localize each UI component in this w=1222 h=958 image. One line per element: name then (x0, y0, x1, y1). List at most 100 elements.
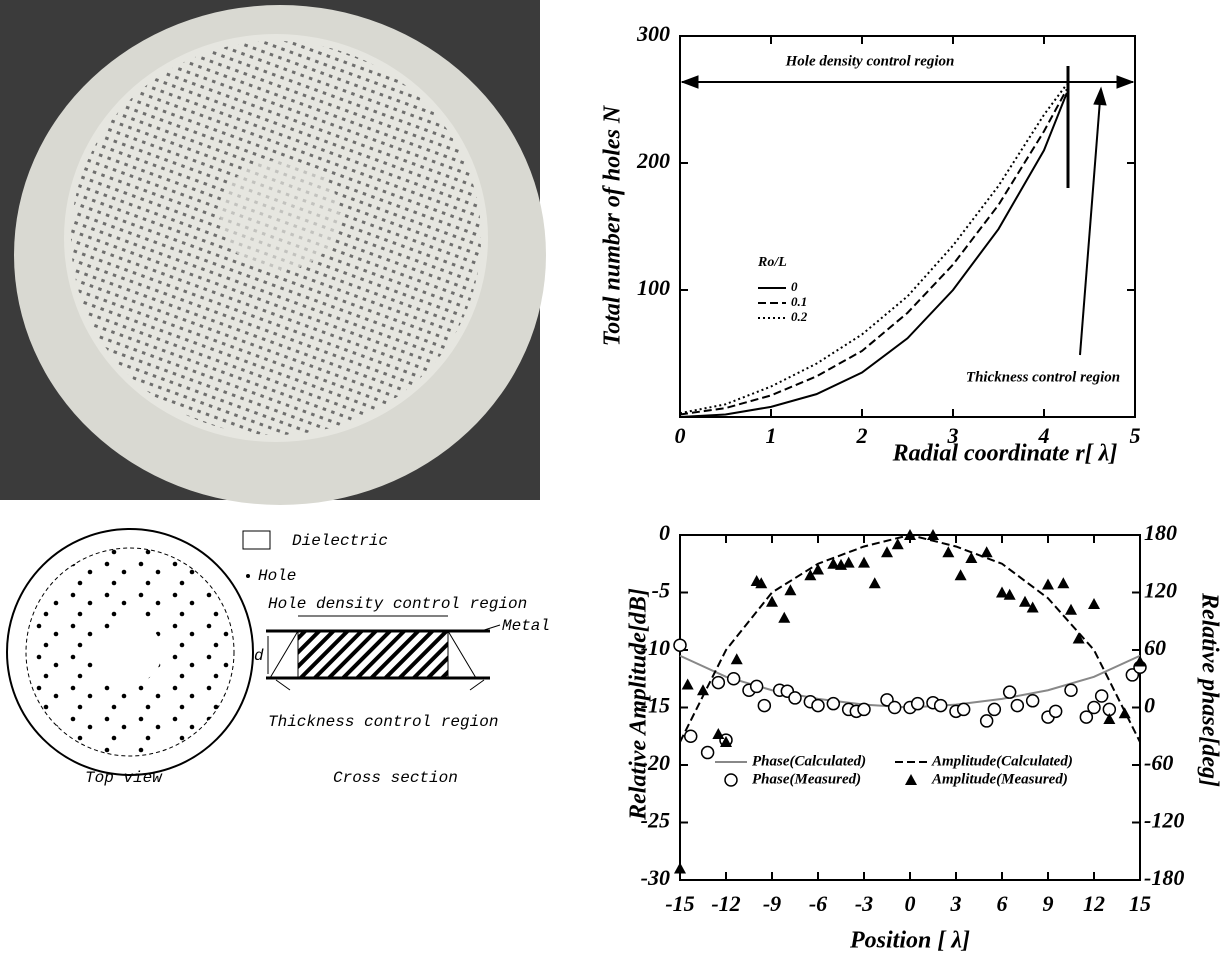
data-point (812, 563, 824, 575)
x-tick-label: -9 (763, 891, 781, 916)
data-point (842, 556, 855, 568)
cross-section-label: Cross section (333, 769, 458, 787)
x-tick-label: 12 (1083, 891, 1105, 916)
data-point (1042, 578, 1054, 590)
legend-hole: Hole (258, 567, 296, 585)
data-point (826, 696, 841, 711)
data-point (811, 698, 825, 713)
data-point (1025, 694, 1040, 708)
data-point (1094, 689, 1109, 703)
y-tick-label: -25 (641, 808, 670, 833)
data-point (1010, 698, 1025, 713)
data-point (954, 569, 967, 581)
y2-axis-title: Relative phase[deg] (1196, 592, 1222, 787)
y2-tick-label: -120 (1144, 808, 1184, 833)
y-tick-label: 200 (636, 148, 670, 173)
legend-marker (724, 773, 738, 787)
y-axis-title: Relative Amplitude[dB] (626, 588, 652, 821)
x-tick-label: -3 (855, 891, 873, 916)
data-point (1079, 710, 1094, 724)
data-point (697, 684, 709, 696)
x-axis-title: Position [ λ] (849, 928, 970, 954)
plot-frame (679, 35, 1136, 418)
data-point (910, 696, 925, 711)
data-point (942, 546, 955, 558)
x-axis-title: Radial coordinate r[ λ] (892, 441, 1118, 467)
data-point (987, 702, 1002, 717)
data-point (996, 586, 1008, 598)
data-point (956, 702, 971, 717)
data-point (711, 675, 726, 690)
data-point (749, 679, 764, 694)
x-tick-label: -15 (665, 891, 694, 916)
y-tick-label: 0 (659, 520, 670, 545)
y-tick-label: -20 (641, 750, 670, 775)
data-point (1064, 683, 1078, 697)
annotation: Thickness control region (966, 369, 1120, 385)
data-point (1118, 707, 1131, 719)
data-point (1019, 595, 1031, 607)
data-line (679, 83, 1068, 415)
annotation-arrows (680, 66, 1135, 356)
data-point (979, 714, 994, 728)
data-point (980, 546, 993, 558)
data-point (681, 678, 694, 690)
annotation: Hole density control region (785, 53, 955, 69)
y-tick-label: -10 (641, 635, 670, 660)
y2-tick-label: 120 (1144, 578, 1177, 603)
y-tick-label: 300 (636, 21, 670, 46)
diagram: Dielectric Hole Hole density control reg… (6, 528, 550, 787)
data-point (1002, 685, 1017, 699)
legend-label: Phase(Measured) (752, 771, 861, 787)
data-point (712, 727, 725, 739)
data-point (1048, 704, 1063, 719)
data-point (1003, 588, 1016, 600)
data-point (700, 745, 715, 760)
x-tick-label: 0 (905, 891, 916, 916)
y2-tick-label: 180 (1144, 520, 1177, 545)
legend-marker (905, 774, 917, 785)
thickness-label: Thickness control region (268, 713, 498, 731)
data-point (726, 672, 741, 686)
data-point (804, 569, 817, 581)
legend-label: 0.1 (791, 294, 807, 309)
data-line (679, 92, 1068, 418)
y-tick-label: -15 (641, 693, 670, 718)
data-point (778, 611, 791, 623)
x-tick-label: 3 (950, 891, 962, 916)
photo (0, 0, 546, 505)
y-tick-label: -5 (652, 578, 670, 603)
x-tick-label: 6 (997, 891, 1008, 916)
y-tick-label: 100 (637, 275, 670, 300)
d-label: d (254, 647, 264, 665)
data-point (1087, 700, 1101, 715)
y2-tick-label: 60 (1144, 635, 1166, 660)
data-line (679, 88, 1068, 416)
y2-tick-label: -60 (1144, 750, 1173, 775)
x-tick-label: 15 (1129, 891, 1151, 916)
data-point (868, 577, 881, 589)
data-point (857, 702, 871, 717)
data-point (858, 556, 870, 568)
data-point (887, 700, 902, 715)
x-tick-label: 3 (947, 423, 959, 448)
x-tick-label: 1 (766, 423, 777, 448)
data-point (904, 529, 916, 540)
data-point (965, 552, 978, 563)
data-point (674, 862, 686, 874)
x-tick-label: -12 (711, 891, 740, 916)
hole-density-label: Hole density control region (268, 595, 527, 613)
data-point (755, 577, 768, 589)
legend-label: 0 (791, 279, 798, 294)
x-tick-label: 2 (856, 423, 868, 448)
x-tick-label: -6 (809, 891, 827, 916)
metal-label: Metal (502, 617, 550, 635)
data-point (766, 595, 778, 607)
x-tick-label: 9 (1043, 891, 1054, 916)
y2-tick-label: 0 (1144, 693, 1155, 718)
data-point (891, 538, 904, 550)
legend-label: Amplitude(Measured) (931, 771, 1068, 787)
data-point (730, 653, 743, 665)
